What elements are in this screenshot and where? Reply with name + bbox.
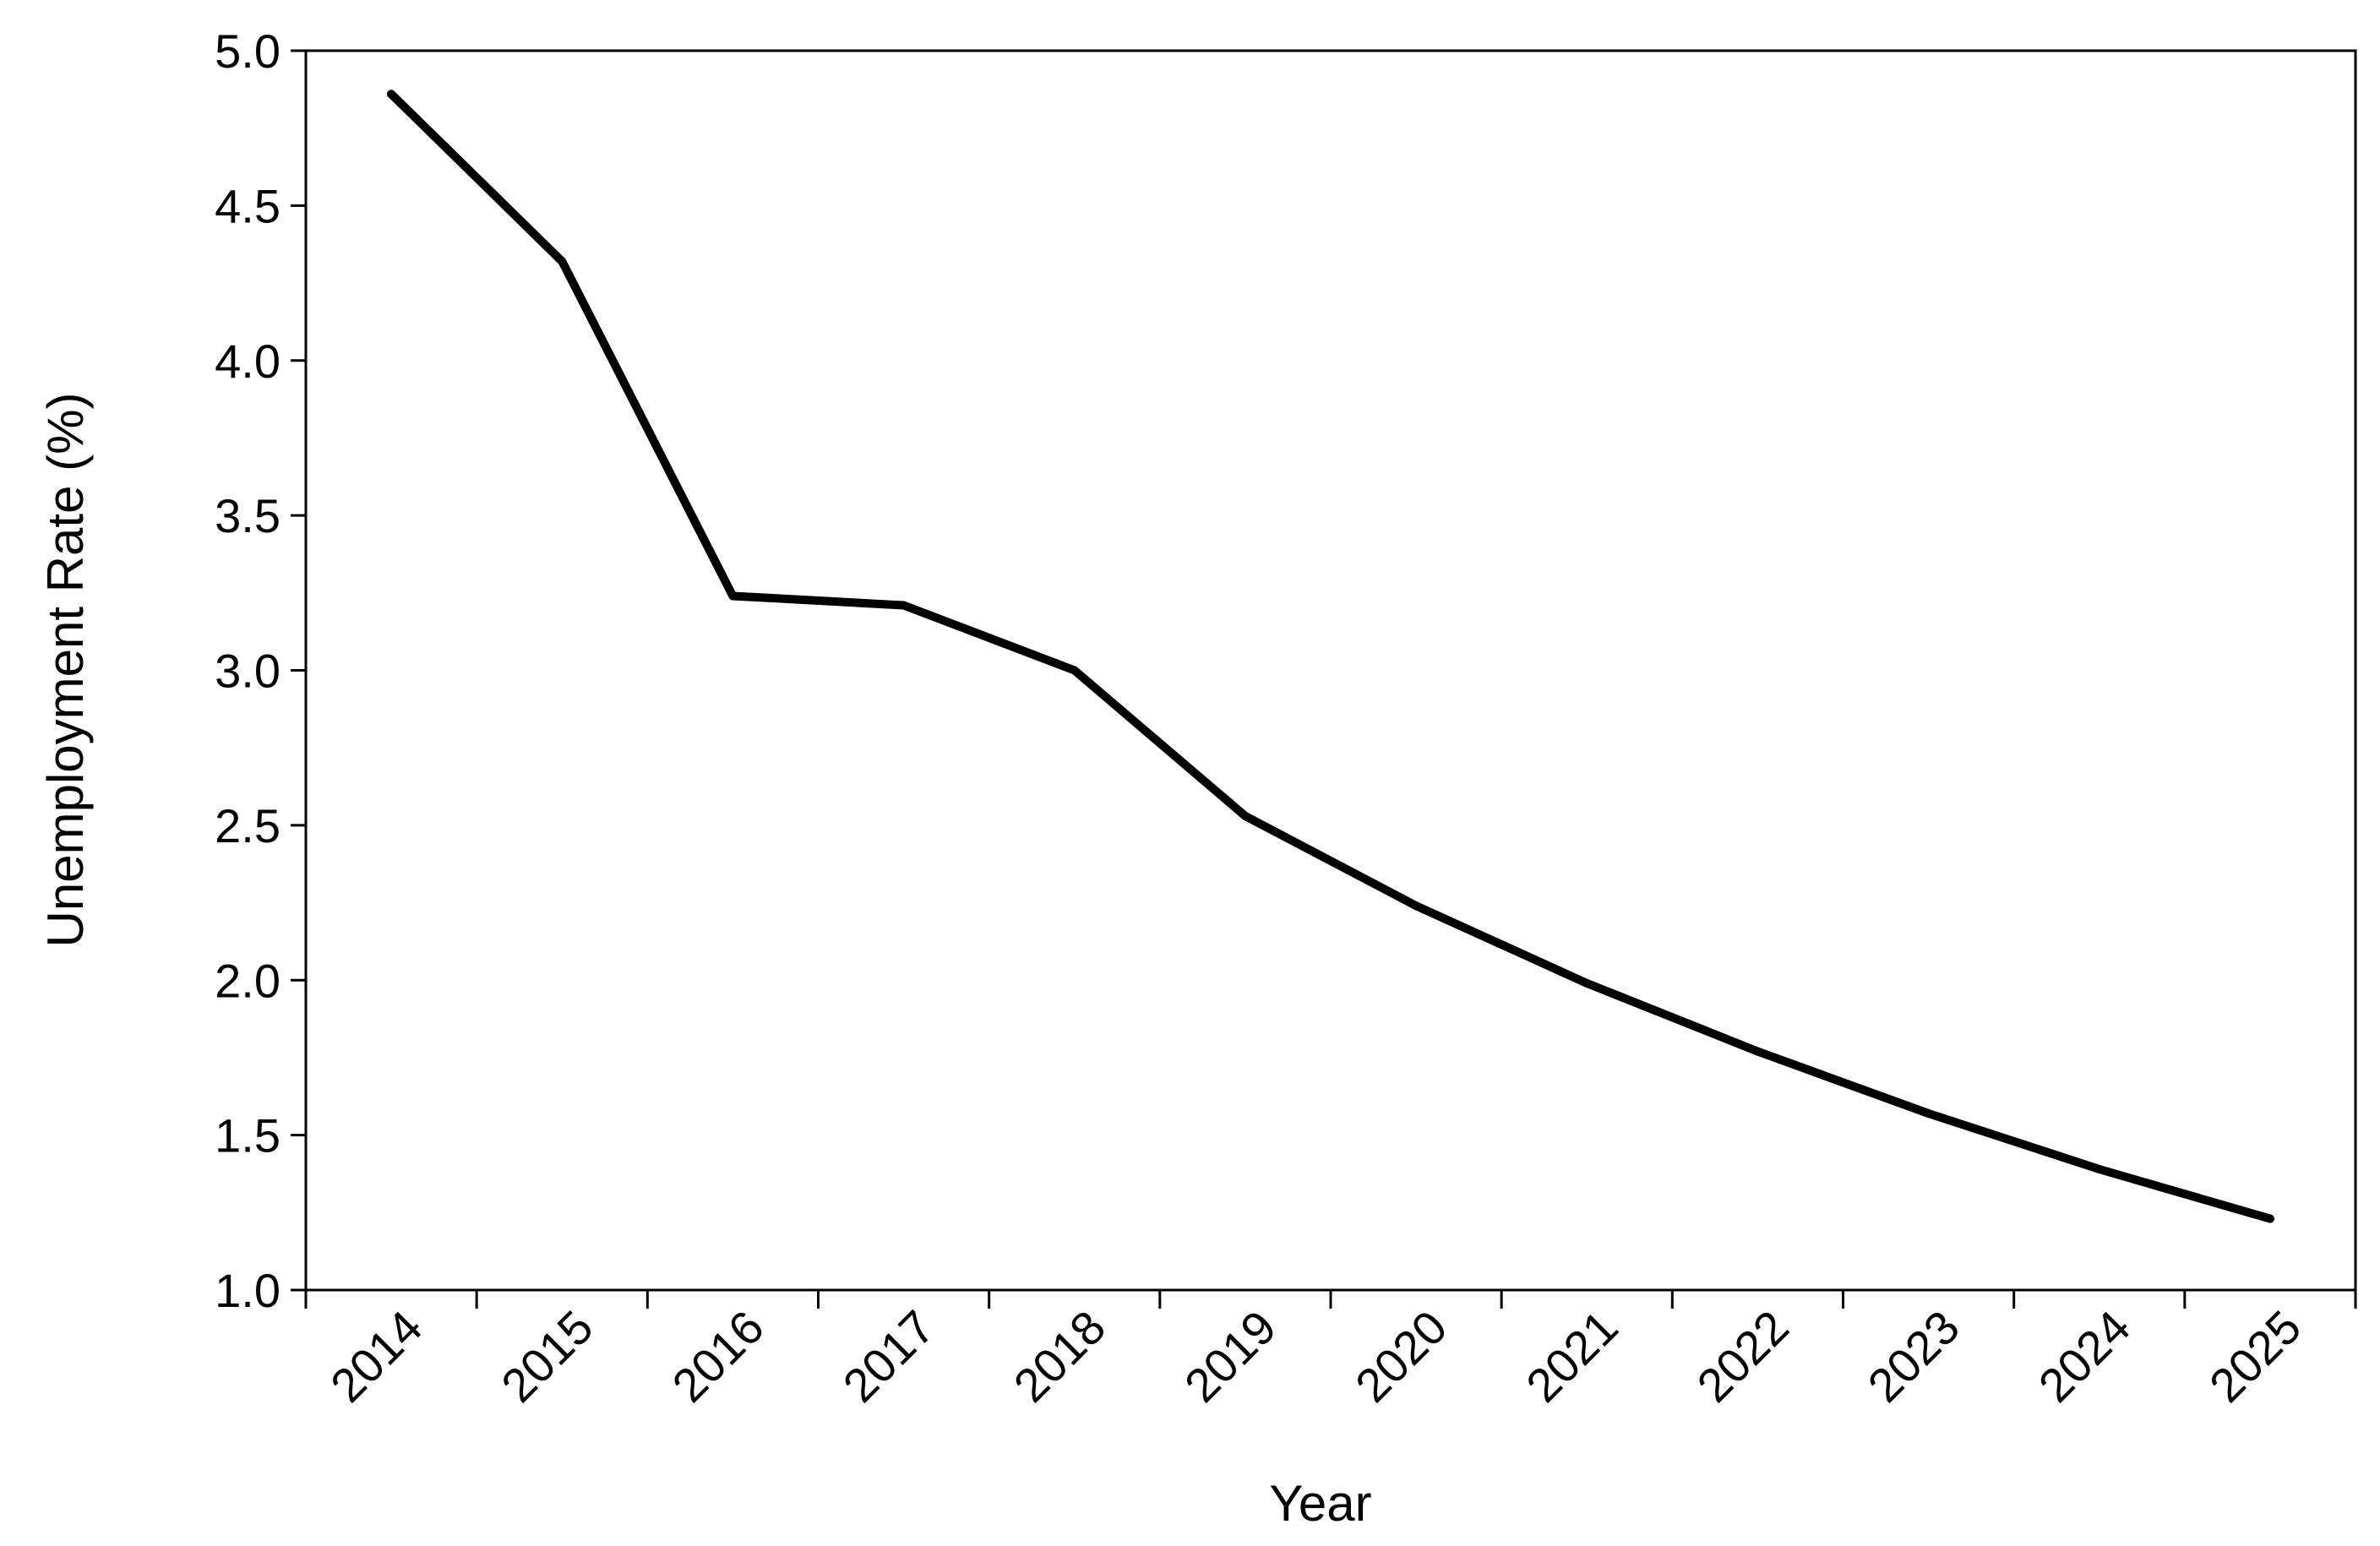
y-axis-title: Unemployment Rate (%) xyxy=(37,393,94,948)
x-tick-label: 2015 xyxy=(491,1300,603,1413)
plot-frame xyxy=(304,49,2357,1292)
x-tick-label: 2017 xyxy=(832,1300,945,1413)
series-line xyxy=(387,90,2274,1223)
x-axis-title: Year xyxy=(1269,1475,1371,1532)
data-point xyxy=(1582,978,1592,988)
data-point xyxy=(558,257,567,266)
data-point xyxy=(1240,811,1250,820)
data-points xyxy=(387,90,2274,1223)
y-tick-label: 1.5 xyxy=(215,1109,280,1162)
data-point xyxy=(728,591,738,601)
x-tick-label: 2024 xyxy=(2029,1300,2141,1413)
data-point xyxy=(1412,901,1421,911)
y-tick-label: 4.5 xyxy=(215,179,280,232)
y-tick-label: 3.0 xyxy=(215,645,280,698)
data-point xyxy=(1070,666,1079,675)
y-tick-label: 3.5 xyxy=(215,489,280,542)
data-point xyxy=(2265,1214,2274,1223)
data-point xyxy=(1753,1047,1762,1056)
x-axis: 2014 2015 2016 2017 2018 2019 2020 2021 2022 2023… xyxy=(304,1290,2357,1413)
x-tick-label: 2023 xyxy=(1857,1300,1969,1413)
y-tick-label: 2.0 xyxy=(215,954,280,1007)
x-tick-label: 2025 xyxy=(2199,1300,2312,1413)
x-tick-label: 2021 xyxy=(1516,1300,1628,1413)
data-point xyxy=(2094,1164,2104,1173)
y-tick-label: 2.5 xyxy=(215,799,280,852)
data-point xyxy=(387,90,396,99)
y-axis: 1.0 1.5 2.0 2.5 3.0 3.5 4.0 4.5 5.0 xyxy=(215,24,306,1317)
x-tick-label: 2014 xyxy=(320,1300,433,1413)
x-tick-label: 2016 xyxy=(662,1300,774,1413)
x-tick-label: 2019 xyxy=(1174,1300,1287,1413)
data-point xyxy=(899,601,908,610)
y-tick-label: 1.0 xyxy=(215,1264,280,1317)
x-tick-label: 2018 xyxy=(1004,1300,1116,1413)
x-tick-label: 2022 xyxy=(1686,1300,1799,1413)
data-point xyxy=(1924,1108,1933,1118)
y-tick-label: 4.0 xyxy=(215,335,280,388)
y-tick-label: 5.0 xyxy=(215,24,280,78)
x-tick-label: 2020 xyxy=(1345,1300,1457,1413)
